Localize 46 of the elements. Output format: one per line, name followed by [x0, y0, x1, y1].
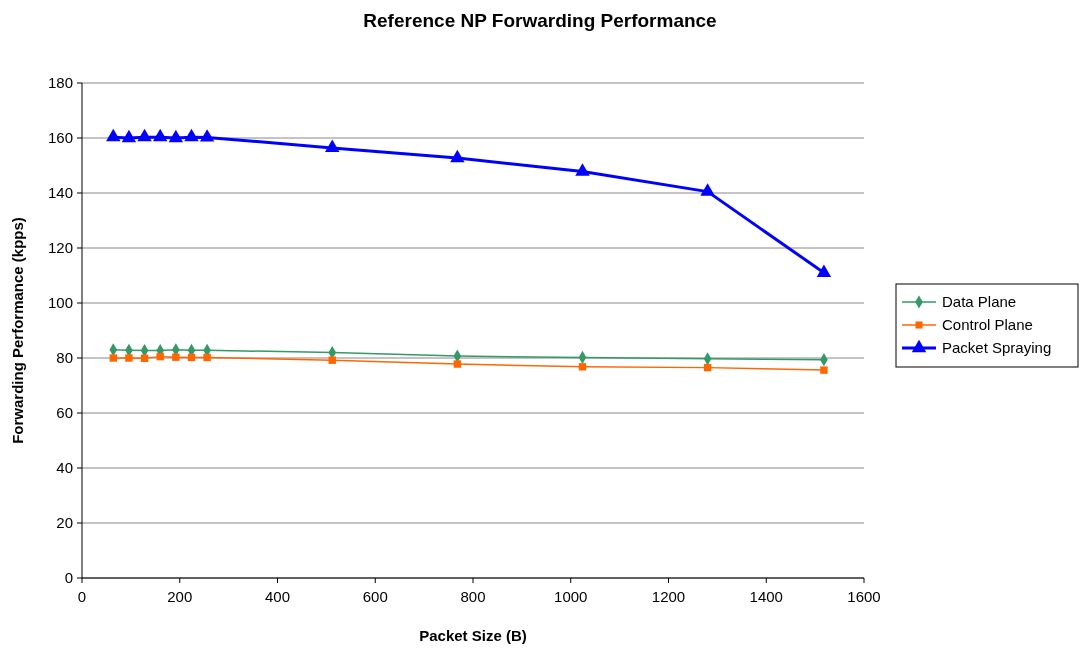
y-tick-label: 40 — [56, 459, 73, 477]
point — [137, 128, 152, 142]
y-axis-title: Forwarding Performance (kpps) — [9, 217, 26, 444]
point — [152, 128, 168, 142]
y-tick-label: 100 — [47, 294, 73, 312]
x-tick-label: 200 — [167, 588, 193, 605]
point — [453, 360, 462, 368]
x-tick-label: 800 — [460, 588, 486, 605]
x-tick-label: 400 — [264, 588, 291, 605]
point — [328, 356, 336, 364]
point — [121, 129, 137, 143]
y-tick-label: 80 — [56, 349, 73, 367]
point — [575, 163, 590, 176]
point — [450, 149, 465, 163]
point — [700, 183, 715, 196]
y-tick-label: 180 — [47, 74, 73, 92]
x-tick-label: 1200 — [651, 588, 686, 605]
point — [325, 139, 340, 153]
x-tick-label: 1600 — [847, 588, 881, 605]
point — [816, 264, 832, 277]
y-tick-label: 140 — [47, 184, 73, 202]
legend-label: Packet Spraying — [942, 339, 1052, 357]
point — [578, 363, 587, 371]
point — [184, 128, 199, 142]
x-tick-label: 1000 — [554, 588, 588, 605]
x-tick-label: 0 — [77, 588, 87, 605]
point — [168, 129, 184, 143]
chart-title: Reference NP Forwarding Performance — [363, 10, 717, 31]
point — [125, 354, 133, 362]
point — [820, 366, 828, 374]
y-tick-label: 120 — [47, 239, 73, 257]
point — [106, 128, 121, 142]
y-tick-label: 60 — [56, 404, 73, 422]
legend-label: Data Plane — [942, 293, 1017, 311]
point — [156, 352, 164, 361]
x-tick-label: 1400 — [749, 588, 783, 605]
point — [203, 353, 211, 362]
y-tick-label: 160 — [47, 129, 73, 147]
y-tick-label: 0 — [64, 569, 73, 587]
point — [109, 354, 117, 362]
point — [172, 353, 180, 361]
legend-label: Control Plane — [942, 316, 1033, 334]
point — [199, 129, 215, 142]
x-tick-label: 600 — [362, 588, 388, 605]
y-tick-label: 20 — [56, 514, 73, 532]
x-axis-title: Packet Size (B) — [419, 627, 527, 644]
